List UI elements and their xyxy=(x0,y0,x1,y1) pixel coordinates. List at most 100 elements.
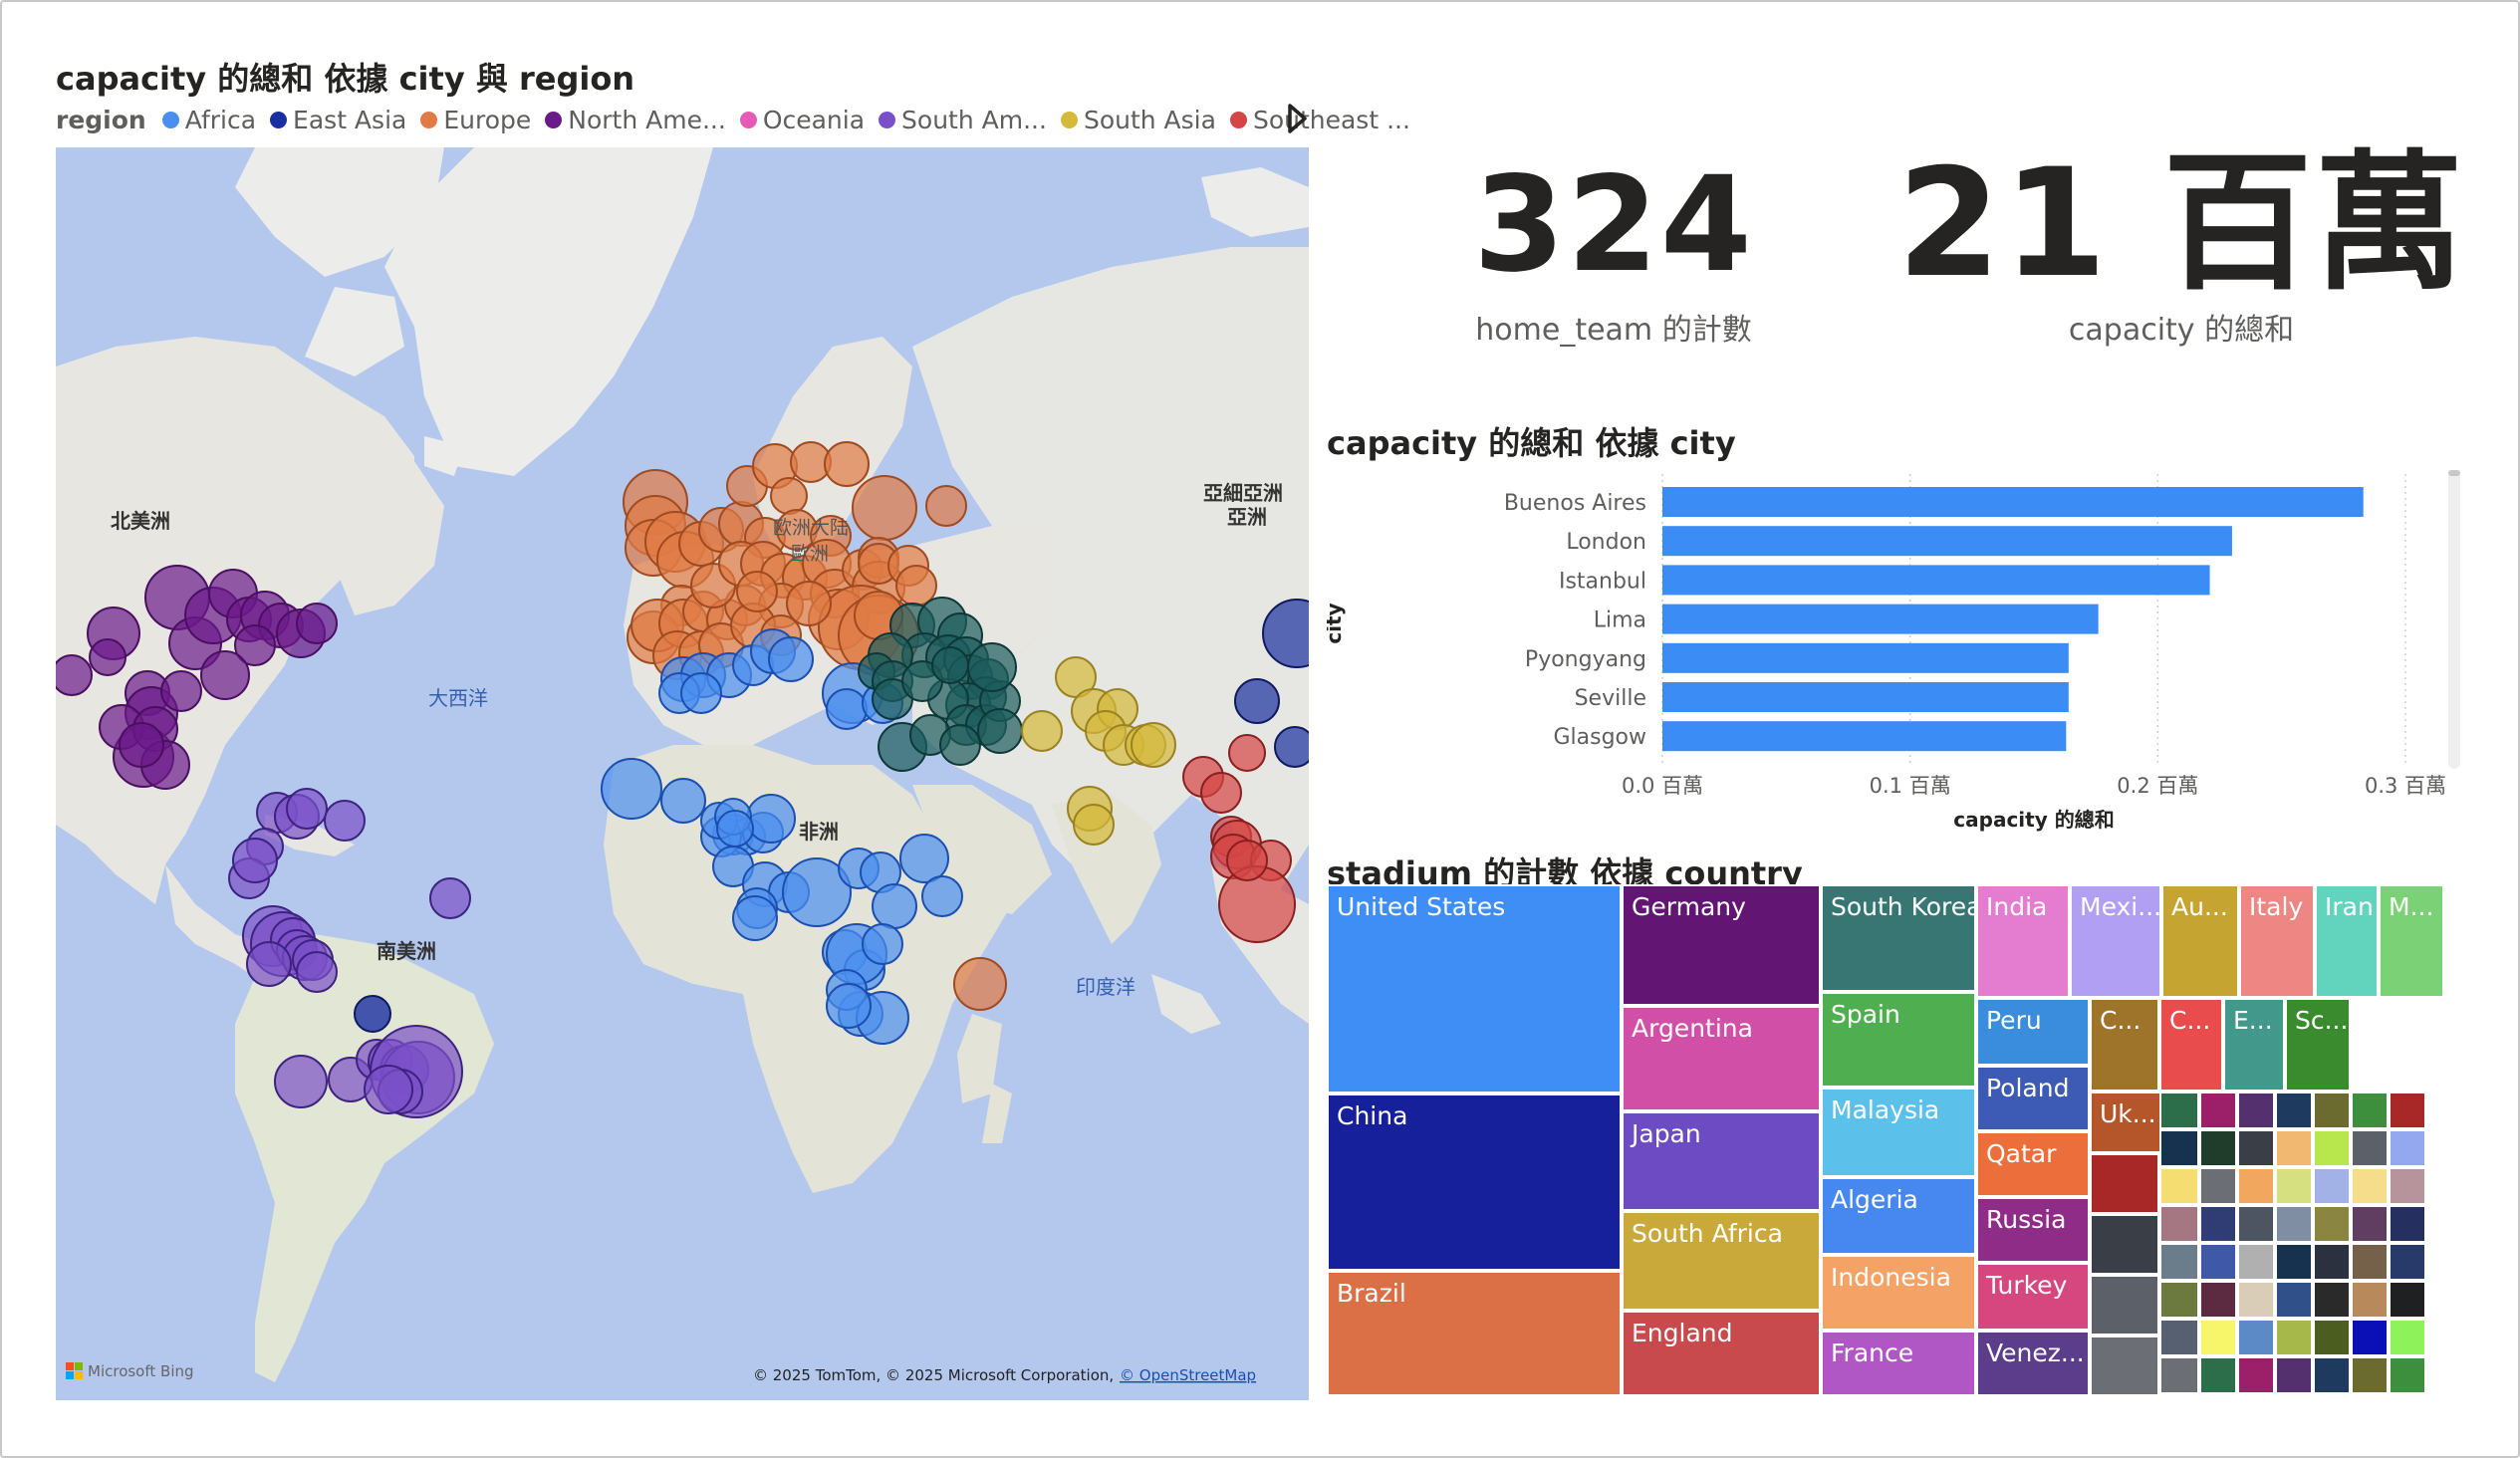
treemap-cell[interactable]: Brazil xyxy=(1327,1271,1622,1396)
treemap-cell[interactable] xyxy=(2199,1167,2237,1205)
treemap-cell[interactable]: Germany xyxy=(1622,884,1821,1006)
treemap-cell[interactable] xyxy=(2313,1129,2351,1167)
treemap-cell[interactable] xyxy=(2351,1319,2389,1356)
treemap-cell[interactable]: Indonesia xyxy=(1821,1255,1976,1331)
treemap-cell[interactable] xyxy=(2237,1205,2275,1243)
treemap-cell[interactable] xyxy=(2237,1356,2275,1394)
treemap-cell[interactable]: United States xyxy=(1327,884,1622,1094)
treemap-cell[interactable] xyxy=(2275,1205,2313,1243)
treemap-cell[interactable] xyxy=(2090,1275,2159,1336)
treemap-cell[interactable] xyxy=(2199,1243,2237,1281)
scrollbar-thumb[interactable] xyxy=(2448,470,2460,476)
map-canvas[interactable]: 北美洲 大西洋 欧洲大陆 歐洲 亞細亞洲 亞洲 非洲 南美洲 印度洋 Micro… xyxy=(56,147,1309,1400)
treemap-cell[interactable] xyxy=(2237,1129,2275,1167)
treemap-cell[interactable]: France xyxy=(1821,1331,1976,1396)
treemap-cell[interactable] xyxy=(2313,1281,2351,1319)
legend-item-africa[interactable]: Africa xyxy=(161,106,256,134)
treemap-cell[interactable] xyxy=(2090,1336,2159,1396)
treemap-cell[interactable] xyxy=(2159,1092,2199,1129)
treemap-cell[interactable]: Qatar xyxy=(1976,1131,2090,1197)
legend-item-south-america[interactable]: South Am... xyxy=(879,106,1047,134)
treemap-cell[interactable]: M... xyxy=(2379,884,2444,998)
legend-item-europe[interactable]: Europe xyxy=(420,106,531,134)
treemap-cell[interactable]: Russia xyxy=(1976,1197,2090,1263)
treemap-cell[interactable] xyxy=(2389,1319,2426,1356)
treemap-cell[interactable] xyxy=(2313,1205,2351,1243)
treemap-cell[interactable]: Au... xyxy=(2161,884,2239,998)
treemap-cell[interactable]: Argentina xyxy=(1622,1006,1821,1111)
treemap-cell[interactable] xyxy=(2351,1243,2389,1281)
treemap-cell[interactable] xyxy=(2199,1356,2237,1394)
treemap-cell[interactable] xyxy=(2237,1281,2275,1319)
treemap-cell[interactable]: Japan xyxy=(1622,1111,1821,1211)
treemap-cell[interactable] xyxy=(2090,1214,2159,1275)
treemap-cell[interactable]: C... xyxy=(2159,998,2223,1092)
treemap-cell[interactable]: Iran xyxy=(2315,884,2379,998)
treemap-cell[interactable]: Venez... xyxy=(1976,1331,2090,1396)
treemap-cell[interactable] xyxy=(2090,1153,2159,1214)
treemap-cell[interactable] xyxy=(2159,1167,2199,1205)
bar[interactable] xyxy=(1662,682,2069,712)
treemap-cell[interactable] xyxy=(2351,1092,2389,1129)
treemap-cell[interactable]: Italy xyxy=(2239,884,2315,998)
treemap-cell[interactable] xyxy=(2389,1129,2426,1167)
treemap-cell[interactable] xyxy=(2159,1281,2199,1319)
treemap-cell[interactable] xyxy=(2237,1167,2275,1205)
treemap-cell[interactable] xyxy=(2275,1243,2313,1281)
bar[interactable] xyxy=(1662,565,2210,596)
bar[interactable] xyxy=(1662,721,2067,752)
treemap-cell[interactable]: E... xyxy=(2223,998,2285,1092)
kpi-card-capacity-sum[interactable]: 21 百萬 capacity 的總和 xyxy=(1892,149,2470,349)
treemap-cell[interactable] xyxy=(2389,1243,2426,1281)
treemap-cell[interactable] xyxy=(2389,1167,2426,1205)
legend-item-south-asia[interactable]: South Asia xyxy=(1060,106,1216,134)
kpi-card-home-team-count[interactable]: 324 home_team 的計數 xyxy=(1414,159,1813,349)
treemap-cell[interactable] xyxy=(2199,1281,2237,1319)
treemap-cell[interactable] xyxy=(2313,1356,2351,1394)
treemap-cell[interactable] xyxy=(2313,1243,2351,1281)
treemap-cell[interactable] xyxy=(2159,1356,2199,1394)
treemap-cell[interactable] xyxy=(2199,1129,2237,1167)
treemap-cell[interactable] xyxy=(2159,1129,2199,1167)
treemap-cell[interactable] xyxy=(2275,1281,2313,1319)
treemap-cell[interactable] xyxy=(2275,1092,2313,1129)
treemap-cell[interactable]: South Korea xyxy=(1821,884,1976,992)
treemap-cell[interactable] xyxy=(2159,1319,2199,1356)
treemap-cell[interactable]: Algeria xyxy=(1821,1177,1976,1255)
treemap-cell[interactable]: Uk... xyxy=(2090,1092,2161,1153)
legend-item-southeast-asia[interactable]: Southeast ... xyxy=(1229,106,1410,134)
treemap-cell[interactable]: Mexi... xyxy=(2070,884,2161,998)
treemap-cell[interactable] xyxy=(2275,1167,2313,1205)
treemap-cell[interactable] xyxy=(2389,1281,2426,1319)
bar[interactable] xyxy=(1662,526,2232,557)
legend-item-north-america[interactable]: North Ame... xyxy=(545,106,726,134)
treemap-cell[interactable]: England xyxy=(1622,1311,1821,1396)
treemap-cell[interactable] xyxy=(2275,1319,2313,1356)
treemap-cell[interactable] xyxy=(2313,1319,2351,1356)
treemap-cell[interactable] xyxy=(2199,1205,2237,1243)
treemap-cell[interactable]: Malaysia xyxy=(1821,1088,1976,1177)
treemap-cell[interactable] xyxy=(2237,1092,2275,1129)
treemap-cell[interactable]: South Africa xyxy=(1622,1211,1821,1311)
treemap-cell[interactable]: Poland xyxy=(1976,1066,2090,1131)
legend-item-oceania[interactable]: Oceania xyxy=(739,106,865,134)
treemap-cell[interactable] xyxy=(2159,1243,2199,1281)
treemap-cell[interactable]: India xyxy=(1976,884,2070,998)
treemap-cell[interactable] xyxy=(2351,1281,2389,1319)
scrollbar[interactable] xyxy=(2448,470,2460,769)
treemap-cell[interactable] xyxy=(2313,1167,2351,1205)
treemap-cell[interactable] xyxy=(2389,1205,2426,1243)
treemap-cell[interactable] xyxy=(2275,1356,2313,1394)
bar[interactable] xyxy=(1662,642,2069,673)
treemap-cell[interactable] xyxy=(2313,1092,2351,1129)
treemap-cell[interactable] xyxy=(2351,1167,2389,1205)
treemap-cell[interactable]: China xyxy=(1327,1094,1622,1271)
treemap-cell[interactable]: C... xyxy=(2090,998,2159,1092)
treemap-cell[interactable] xyxy=(2351,1129,2389,1167)
treemap-cell[interactable] xyxy=(2199,1092,2237,1129)
bar[interactable] xyxy=(1662,487,2364,517)
treemap-cell[interactable]: Peru xyxy=(1976,998,2090,1066)
treemap-cell[interactable] xyxy=(2389,1356,2426,1394)
treemap-cell[interactable] xyxy=(2159,1205,2199,1243)
treemap-cell[interactable] xyxy=(2389,1092,2426,1129)
